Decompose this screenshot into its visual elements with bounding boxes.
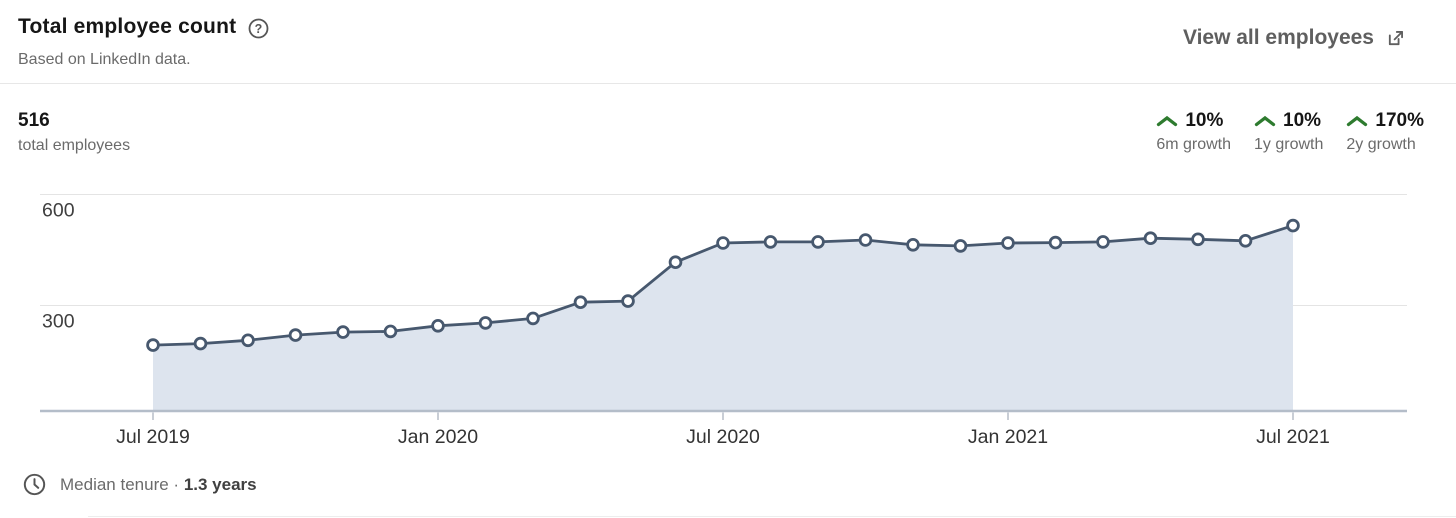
data-point-jan-2020[interactable] bbox=[431, 319, 445, 333]
growth-up-icon bbox=[1346, 115, 1368, 127]
growth-1y-label: 1y growth bbox=[1254, 136, 1324, 153]
median-tenure-text: Median tenure · 1.3 years bbox=[60, 475, 257, 495]
data-point-sep-2019[interactable] bbox=[241, 333, 255, 348]
median-tenure-row: Median tenure · 1.3 years bbox=[22, 472, 257, 497]
growth-2y-label: 2y growth bbox=[1346, 136, 1416, 153]
data-point-mar-2021[interactable] bbox=[1096, 235, 1110, 249]
y-axis-label: 600 bbox=[42, 200, 75, 222]
growth-2y-value: 170% bbox=[1375, 110, 1424, 131]
view-all-employees-link[interactable]: View all employees bbox=[1183, 26, 1406, 50]
page-title: Total employee count bbox=[18, 15, 237, 38]
data-point-apr-2020[interactable] bbox=[573, 295, 588, 309]
data-point-feb-2021[interactable] bbox=[1048, 235, 1063, 250]
x-axis-label: Jul 2020 bbox=[686, 426, 760, 448]
growth-up-icon bbox=[1156, 115, 1178, 127]
help-icon[interactable]: ? bbox=[248, 18, 269, 39]
data-point-feb-2020[interactable] bbox=[478, 316, 493, 330]
data-point-oct-2019[interactable] bbox=[288, 328, 303, 342]
data-point-mar-2020[interactable] bbox=[526, 311, 540, 326]
x-axis-label: Jan 2020 bbox=[398, 426, 478, 448]
growth-6m-value: 10% bbox=[1185, 110, 1224, 131]
data-point-may-2021[interactable] bbox=[1191, 232, 1205, 247]
x-axis-label: Jul 2019 bbox=[116, 426, 190, 448]
card-subtitle: Based on LinkedIn data. bbox=[18, 51, 191, 68]
data-point-may-2020[interactable] bbox=[621, 294, 635, 308]
data-point-jun-2021[interactable] bbox=[1238, 233, 1253, 248]
data-point-jul-2019[interactable] bbox=[146, 338, 160, 352]
data-point-dec-2020[interactable] bbox=[953, 239, 968, 253]
growth-1y-value: 10% bbox=[1283, 110, 1322, 131]
growth-stats: 10% 6m growth 10% 1y growth 170% 2y grow… bbox=[1156, 110, 1424, 154]
header-divider bbox=[0, 83, 1456, 84]
employee-count-chart: 600 300 Jul 2019 Jan 2020 Jul 2020 Jan 2021 Ju… bbox=[0, 180, 1456, 458]
total-employees-label: total employees bbox=[18, 137, 131, 154]
clock-icon bbox=[22, 472, 47, 497]
x-axis-label: Jan 2021 bbox=[968, 426, 1048, 448]
growth-6m-label: 6m growth bbox=[1156, 136, 1232, 153]
x-axis-label: Jul 2021 bbox=[1256, 426, 1330, 448]
data-point-dec-2019[interactable] bbox=[383, 324, 398, 339]
data-point-oct-2020[interactable] bbox=[858, 233, 873, 247]
data-point-jun-2020[interactable] bbox=[668, 255, 683, 269]
data-point-nov-2019[interactable] bbox=[336, 325, 350, 339]
view-all-employees-label: View all employees bbox=[1182, 26, 1374, 49]
data-point-aug-2020[interactable] bbox=[763, 235, 778, 249]
median-tenure-value: 1.3 years bbox=[183, 474, 257, 494]
y-axis-label: 300 bbox=[42, 311, 75, 333]
data-point-jan-2021[interactable] bbox=[1001, 236, 1015, 250]
growth-2y: 170% 2y growth bbox=[1346, 110, 1424, 154]
bottom-divider bbox=[88, 516, 1456, 517]
employee-chart: 600 300 Jul 2019 Jan 2020 Jul 2020 Jan 2021 Ju… bbox=[40, 194, 1407, 448]
data-point-jul-2020[interactable] bbox=[716, 236, 730, 250]
growth-1y: 10% 1y growth bbox=[1254, 110, 1323, 154]
svg-text:?: ? bbox=[255, 22, 263, 36]
total-employees-stat: 516 total employees bbox=[18, 110, 130, 155]
data-point-apr-2021[interactable] bbox=[1143, 231, 1158, 245]
data-points bbox=[146, 218, 1300, 352]
total-employees-value: 516 bbox=[18, 110, 50, 131]
data-point-aug-2019[interactable] bbox=[193, 336, 208, 351]
median-tenure-label: Median tenure bbox=[60, 474, 169, 494]
growth-up-icon bbox=[1254, 115, 1276, 127]
data-point-jul-2021[interactable] bbox=[1286, 218, 1300, 233]
chart-area-fill bbox=[153, 225, 1293, 411]
median-tenure-separator: · bbox=[173, 474, 180, 494]
external-link-icon bbox=[1385, 28, 1406, 49]
data-point-nov-2020[interactable] bbox=[906, 238, 920, 252]
data-point-sep-2020[interactable] bbox=[811, 235, 825, 249]
card-header: Total employee count ? bbox=[18, 15, 269, 39]
growth-6m: 10% 6m growth bbox=[1156, 110, 1231, 154]
